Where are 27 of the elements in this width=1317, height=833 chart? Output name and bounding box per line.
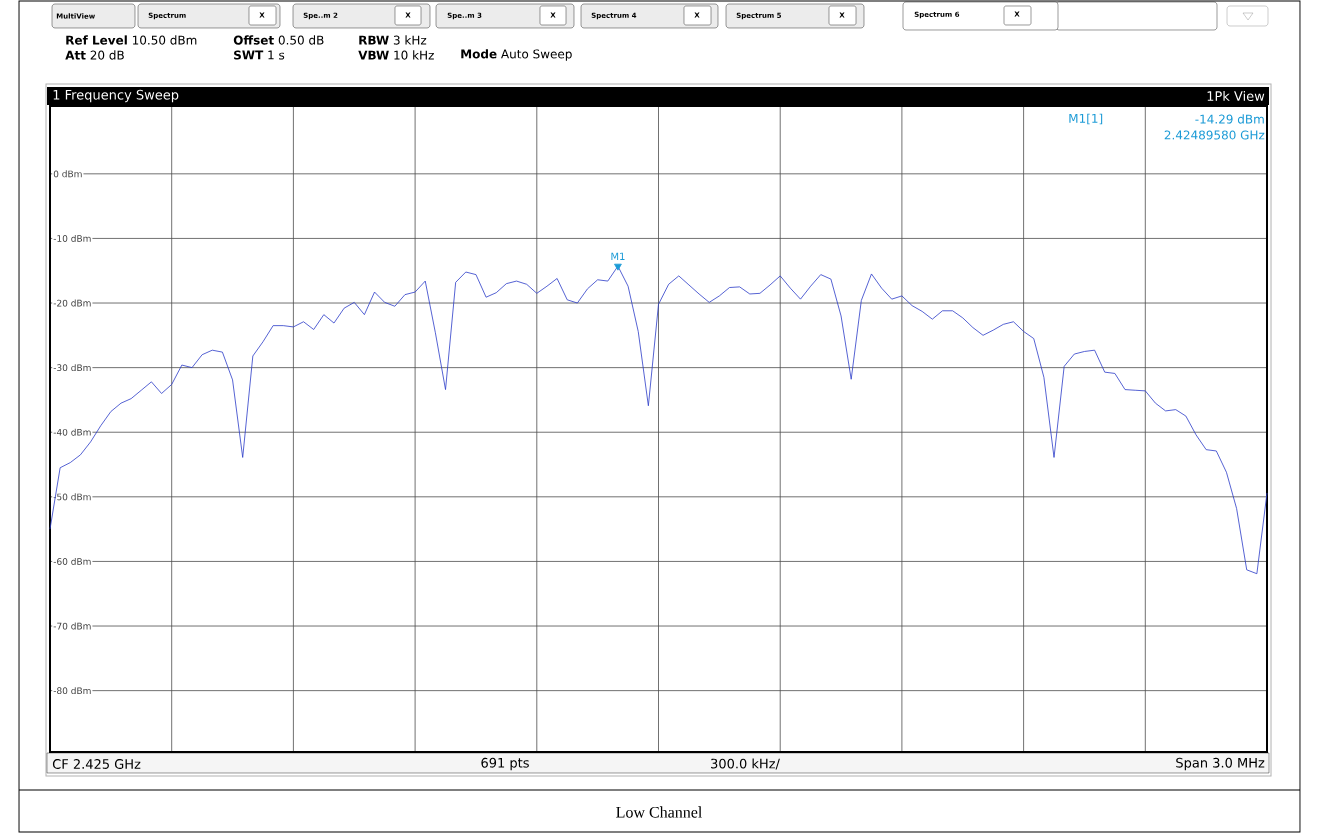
text: VBW 10 kHz [358,50,434,60]
y-tick-label: -10 dBm [53,234,91,242]
text: CF 2.425 GHz [52,759,141,769]
y-tick-label: -30 dBm [53,364,91,372]
y-tick-label: -60 dBm [53,557,91,565]
text: 691 pts [481,757,529,771]
text: Ref Level 10.50 dBm [66,35,197,45]
annotation: 2.42489580 GHz [1164,130,1265,140]
text: 300.0 kHz/ [711,758,780,770]
y-tick-label: -50 dBm [53,493,91,501]
chart-title: 1 Frequency Sweep [53,89,179,103]
annotation: M1[1] [1069,113,1103,125]
text: Mode Auto Sweep [461,49,572,61]
text: RBW 3 kHz [359,35,427,45]
y-tick-label: -70 dBm [53,622,91,630]
text: Att 20 dB [65,50,124,60]
y-tick-label: -80 dBm [53,687,91,695]
series-label: M1 [611,252,625,260]
annotation: -14.29 dBm [1195,114,1264,124]
y-tick-label: -40 dBm [53,428,91,436]
text: Low Channel [616,806,703,818]
text: Span 3.0 MHz [1176,757,1265,771]
text: 1Pk View [1207,90,1265,102]
y-tick-label: 0 dBm [53,170,82,178]
y-tick-label: -20 dBm [53,299,91,307]
text: Offset 0.50 dB [233,35,324,45]
text: SWT 1 s [234,50,285,60]
